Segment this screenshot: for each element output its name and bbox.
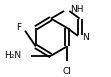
Text: F: F bbox=[16, 23, 21, 32]
Text: NH: NH bbox=[70, 5, 84, 14]
Text: Cl: Cl bbox=[63, 67, 71, 76]
Text: N: N bbox=[82, 33, 89, 42]
Text: H₂N: H₂N bbox=[4, 51, 21, 60]
